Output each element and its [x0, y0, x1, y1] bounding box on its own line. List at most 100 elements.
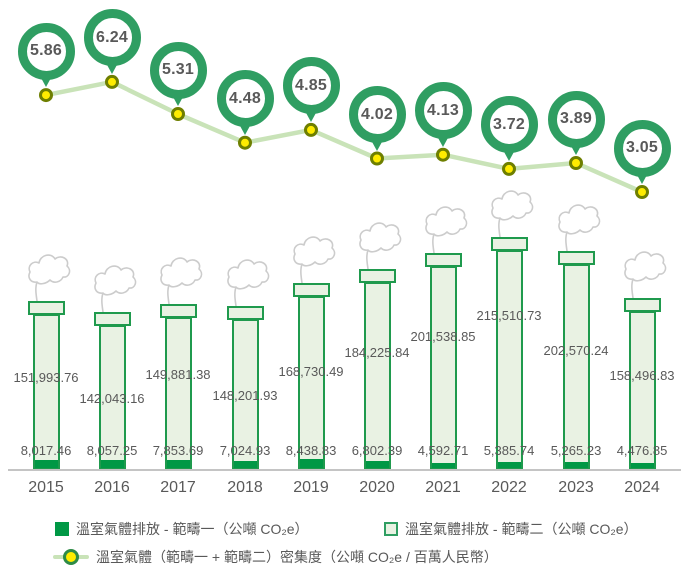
scope1-segment-2019	[299, 459, 323, 468]
bar-body-2024	[628, 311, 656, 470]
intensity-badge-value: 4.13	[427, 101, 459, 119]
scope1-segment-2018	[233, 461, 257, 468]
intensity-marker	[502, 161, 516, 176]
intensity-badge-value: 3.89	[560, 110, 592, 128]
scope1-segment-2023	[564, 462, 588, 468]
intensity-badge-tail	[40, 76, 52, 88]
year-label: 2019	[293, 479, 329, 496]
smoke-cloud-icon	[293, 236, 336, 284]
intensity-badge: 5.31	[149, 41, 207, 99]
bar-cap-2024	[623, 298, 661, 312]
intensity-badge-value: 4.48	[229, 89, 261, 107]
scope2-value-label: 202,570.24	[543, 343, 609, 358]
intensity-badge-value: 4.02	[361, 105, 393, 123]
intensity-badge-value: 3.72	[493, 115, 525, 133]
intensity-badge-tail	[503, 149, 515, 161]
intensity-marker	[635, 185, 649, 199]
scope1-value-label: 8,057.25	[86, 443, 138, 458]
year-label: 2018	[227, 479, 263, 496]
scope2-swatch-icon	[384, 522, 398, 536]
bar-cap-2019	[292, 283, 330, 297]
intensity-line-chart	[39, 74, 649, 199]
year-label: 2020	[359, 479, 395, 496]
year-label: 2015	[28, 479, 64, 496]
bar-cap-2023	[557, 251, 595, 265]
intensity-badge-tail	[437, 135, 449, 147]
year-label: 2024	[624, 479, 660, 496]
smoke-cloud-icon	[227, 259, 270, 307]
scope2-value-label: 151,993.76	[13, 370, 79, 385]
scope1-value-label: 6,802.39	[351, 443, 403, 458]
intensity-badge: 3.72	[480, 96, 538, 154]
intensity-marker	[171, 107, 185, 121]
bar-body-2016	[98, 325, 126, 470]
scope1-segment-2016	[100, 460, 124, 468]
intensity-badge-tail	[172, 95, 184, 107]
intensity-badge-value: 4.85	[295, 76, 327, 94]
scope1-segment-2021	[431, 463, 455, 468]
year-label: 2017	[160, 479, 196, 496]
scope1-value-label: 7,024.93	[219, 443, 271, 458]
bar-body-2017	[164, 317, 192, 470]
scope1-value-label: 4,592.71	[417, 443, 469, 458]
bar-cap-2020	[358, 269, 396, 283]
x-axis-line	[8, 469, 681, 471]
intensity-line	[45, 79, 643, 195]
scope1-segment-2017	[166, 460, 190, 468]
legend-item-intensity: 溫室氣體（範疇一 + 範疇二）密集度（公噸 CO₂e / 百萬人民幣）	[53, 547, 498, 567]
scope1-segment-2022	[497, 462, 521, 468]
scope1-value-label: 5,265.23	[550, 443, 602, 458]
marker-dot-icon	[63, 549, 79, 565]
bar-cap-2015	[27, 301, 65, 315]
intensity-badge-tail	[239, 123, 251, 135]
smoke-cloud-icon	[94, 265, 137, 313]
intensity-badge: 4.13	[414, 82, 472, 140]
legend-label-scope2: 溫室氣體排放 - 範疇二（公噸 CO₂e）	[405, 521, 638, 537]
scope2-value-label: 168,730.49	[278, 364, 344, 379]
scope2-value-label: 184,225.84	[344, 345, 410, 360]
scope1-segment-2015	[34, 460, 58, 468]
legend-label-intensity: 溫室氣體（範疇一 + 範疇二）密集度（公噸 CO₂e / 百萬人民幣）	[96, 549, 498, 565]
intensity-badge-tail	[305, 110, 317, 122]
legend-item-scope2: 溫室氣體排放 - 範疇二（公噸 CO₂e）	[384, 519, 638, 539]
intensity-badge-value: 6.24	[96, 28, 128, 46]
scope2-value-label: 158,496.83	[609, 368, 675, 383]
scope2-value-label: 148,201.93	[212, 388, 278, 403]
intensity-badge: 6.24	[83, 9, 141, 67]
year-label: 2021	[425, 479, 461, 496]
line-marker-icon	[53, 549, 89, 565]
intensity-marker	[238, 135, 252, 150]
intensity-marker	[569, 156, 583, 170]
intensity-badge-tail	[570, 144, 582, 156]
intensity-marker	[370, 151, 384, 166]
year-label: 2022	[491, 479, 527, 496]
intensity-badge-tail	[106, 62, 118, 74]
year-label: 2023	[558, 479, 594, 496]
scope1-value-label: 4,476.85	[616, 443, 668, 458]
bar-cap-2021	[424, 253, 462, 267]
legend-item-scope1: 溫室氣體排放 - 範疇一（公噸 CO₂e）	[55, 519, 309, 539]
smoke-cloud-icon	[359, 222, 402, 270]
intensity-badge-tail	[371, 139, 383, 151]
intensity-marker	[436, 147, 450, 162]
smoke-cloud-icon	[160, 257, 203, 305]
bar-body-2019	[297, 296, 325, 470]
scope2-value-label: 142,043.16	[79, 391, 145, 406]
bar-body-2020	[363, 282, 391, 470]
scope1-swatch-icon	[55, 522, 69, 536]
intensity-marker	[304, 122, 318, 137]
bar-cap-2017	[159, 304, 197, 318]
intensity-marker	[105, 74, 119, 89]
year-label: 2016	[94, 479, 130, 496]
intensity-badge-value: 5.86	[30, 42, 62, 60]
intensity-badge-tail	[636, 173, 648, 184]
scope2-value-label: 149,881.38	[145, 367, 211, 382]
smoke-cloud-icon	[624, 251, 667, 299]
bar-cap-2018	[226, 306, 264, 320]
bar-cap-2022	[490, 237, 528, 251]
bar-body-2023	[562, 264, 590, 470]
scope2-value-label: 201,538.85	[410, 329, 476, 344]
legend-label-scope1: 溫室氣體排放 - 範疇一（公噸 CO₂e）	[76, 521, 309, 537]
intensity-badge: 4.85	[282, 57, 340, 115]
